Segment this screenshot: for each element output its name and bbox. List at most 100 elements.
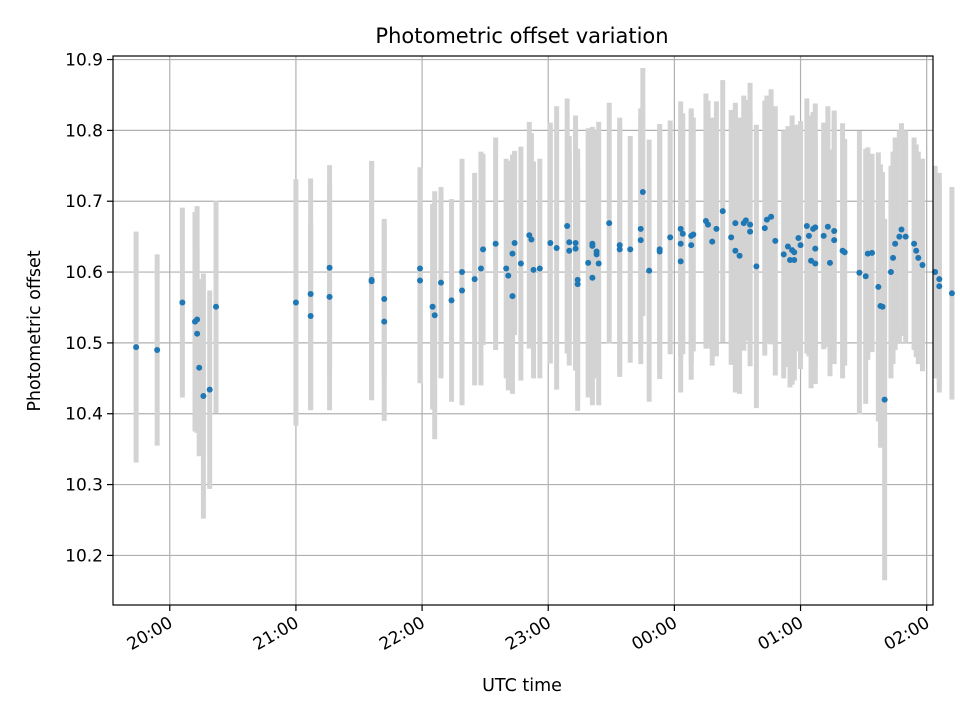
data-point bbox=[936, 276, 943, 283]
data-point bbox=[511, 240, 518, 247]
data-point bbox=[585, 259, 592, 266]
data-point bbox=[784, 243, 791, 250]
data-point bbox=[133, 344, 140, 351]
data-point bbox=[936, 283, 943, 290]
data-point bbox=[307, 291, 314, 298]
data-point bbox=[679, 230, 686, 237]
data-point bbox=[589, 242, 596, 249]
data-point bbox=[381, 295, 388, 302]
data-point bbox=[431, 312, 438, 319]
data-point bbox=[719, 208, 726, 215]
data-point bbox=[890, 254, 897, 261]
data-point bbox=[503, 265, 510, 272]
data-point bbox=[892, 240, 899, 247]
data-point bbox=[566, 239, 573, 246]
data-point bbox=[477, 265, 484, 272]
data-point bbox=[747, 221, 754, 228]
data-point bbox=[915, 254, 922, 261]
data-point bbox=[831, 237, 838, 244]
data-point bbox=[913, 247, 920, 254]
data-point bbox=[536, 265, 543, 272]
y-axis-ticks: 10.2 10.3 10.4 10.5 10.6 10.7 10.8 10.9 bbox=[65, 51, 113, 566]
data-point bbox=[595, 260, 602, 267]
data-point bbox=[572, 245, 579, 252]
data-point bbox=[896, 233, 903, 240]
data-point bbox=[509, 293, 516, 300]
data-point bbox=[292, 299, 299, 306]
data-point bbox=[564, 223, 571, 230]
data-point bbox=[812, 224, 819, 231]
data-point bbox=[881, 396, 888, 403]
data-point bbox=[677, 240, 684, 247]
data-point bbox=[471, 276, 478, 283]
y-tick-label: 10.2 bbox=[65, 546, 103, 566]
plot-frame bbox=[112, 55, 934, 606]
data-point bbox=[416, 265, 423, 272]
data-point bbox=[438, 279, 444, 286]
data-point bbox=[713, 225, 720, 232]
y-axis-label: Photometric offset bbox=[25, 250, 45, 411]
data-point bbox=[791, 249, 798, 256]
data-point bbox=[179, 299, 186, 306]
data-point bbox=[326, 293, 333, 300]
data-point bbox=[879, 303, 886, 310]
data-point bbox=[869, 249, 876, 256]
data-point bbox=[574, 276, 581, 283]
data-point bbox=[448, 297, 455, 304]
data-point bbox=[213, 303, 220, 310]
data-point bbox=[932, 269, 939, 276]
data-point bbox=[747, 228, 754, 235]
data-point bbox=[677, 258, 684, 265]
data-point bbox=[763, 216, 770, 223]
data-point bbox=[902, 233, 909, 240]
data-point bbox=[154, 346, 161, 353]
data-point bbox=[803, 223, 810, 230]
data-point bbox=[459, 269, 466, 276]
data-point bbox=[753, 263, 760, 270]
data-point bbox=[709, 238, 716, 245]
data-point bbox=[705, 221, 712, 228]
data-point bbox=[736, 252, 743, 259]
data-point bbox=[429, 303, 436, 310]
data-point bbox=[194, 316, 201, 323]
data-point bbox=[732, 247, 739, 254]
x-axis-label: UTC time bbox=[482, 676, 562, 696]
data-point bbox=[606, 220, 613, 227]
data-point bbox=[200, 393, 207, 400]
data-point bbox=[826, 259, 833, 266]
data-point bbox=[772, 237, 779, 244]
data-point bbox=[856, 269, 863, 276]
data-point bbox=[742, 217, 749, 224]
data-point bbox=[646, 267, 653, 274]
data-point bbox=[948, 290, 955, 297]
data-point bbox=[574, 281, 581, 288]
data-point bbox=[887, 269, 894, 276]
data-point bbox=[639, 189, 646, 196]
y-tick-label: 10.9 bbox=[65, 51, 103, 71]
y-tick-label: 10.8 bbox=[65, 121, 103, 141]
data-point bbox=[677, 225, 684, 232]
data-point bbox=[566, 247, 573, 254]
data-point bbox=[667, 234, 674, 241]
data-point bbox=[368, 278, 375, 285]
data-point bbox=[656, 246, 663, 253]
data-point bbox=[808, 257, 815, 264]
data-point bbox=[547, 240, 554, 247]
data-point bbox=[768, 213, 775, 220]
data-point bbox=[505, 272, 512, 279]
data-points bbox=[133, 189, 955, 403]
data-point bbox=[831, 227, 838, 234]
data-point bbox=[688, 242, 695, 249]
data-point bbox=[480, 246, 487, 253]
chart-title: Photometric offset variation bbox=[375, 24, 668, 48]
data-point bbox=[589, 274, 596, 281]
data-point bbox=[553, 244, 560, 251]
data-point bbox=[616, 246, 623, 253]
data-point bbox=[732, 220, 739, 227]
data-point bbox=[812, 245, 819, 252]
data-point bbox=[911, 240, 918, 247]
data-point bbox=[492, 240, 499, 247]
data-point bbox=[593, 248, 600, 255]
y-tick-label: 10.7 bbox=[65, 192, 103, 212]
data-point bbox=[530, 266, 537, 273]
